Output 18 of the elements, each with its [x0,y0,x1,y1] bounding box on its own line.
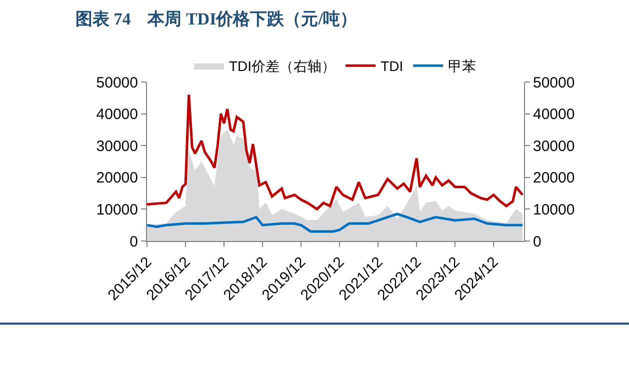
y-tick-label: 10000 [96,201,138,218]
legend-label: 甲苯 [448,58,476,74]
y-tick-label: 30000 [96,138,138,155]
line-series [147,212,524,233]
y-tick-label: 0 [130,233,138,250]
y-tick-label: 50000 [96,74,138,92]
y-tick-label: 40000 [96,106,138,124]
legend-label: TDI [380,58,404,74]
y2-tick-label: 40000 [533,106,575,124]
chart-title: 图表 74 本周 TDI价格下跌（元/吨） [75,10,357,29]
y2-tick-label: 10000 [533,201,575,218]
y2-tick-label: 30000 [533,138,575,155]
y2-tick-label: 0 [533,233,542,250]
legend-label: TDI价差（右轴） [229,58,336,74]
y2-tick-label: 50000 [533,74,575,92]
line-series [147,93,524,210]
y-tick-label: 20000 [96,170,138,187]
y2-tick-label: 20000 [533,170,575,187]
